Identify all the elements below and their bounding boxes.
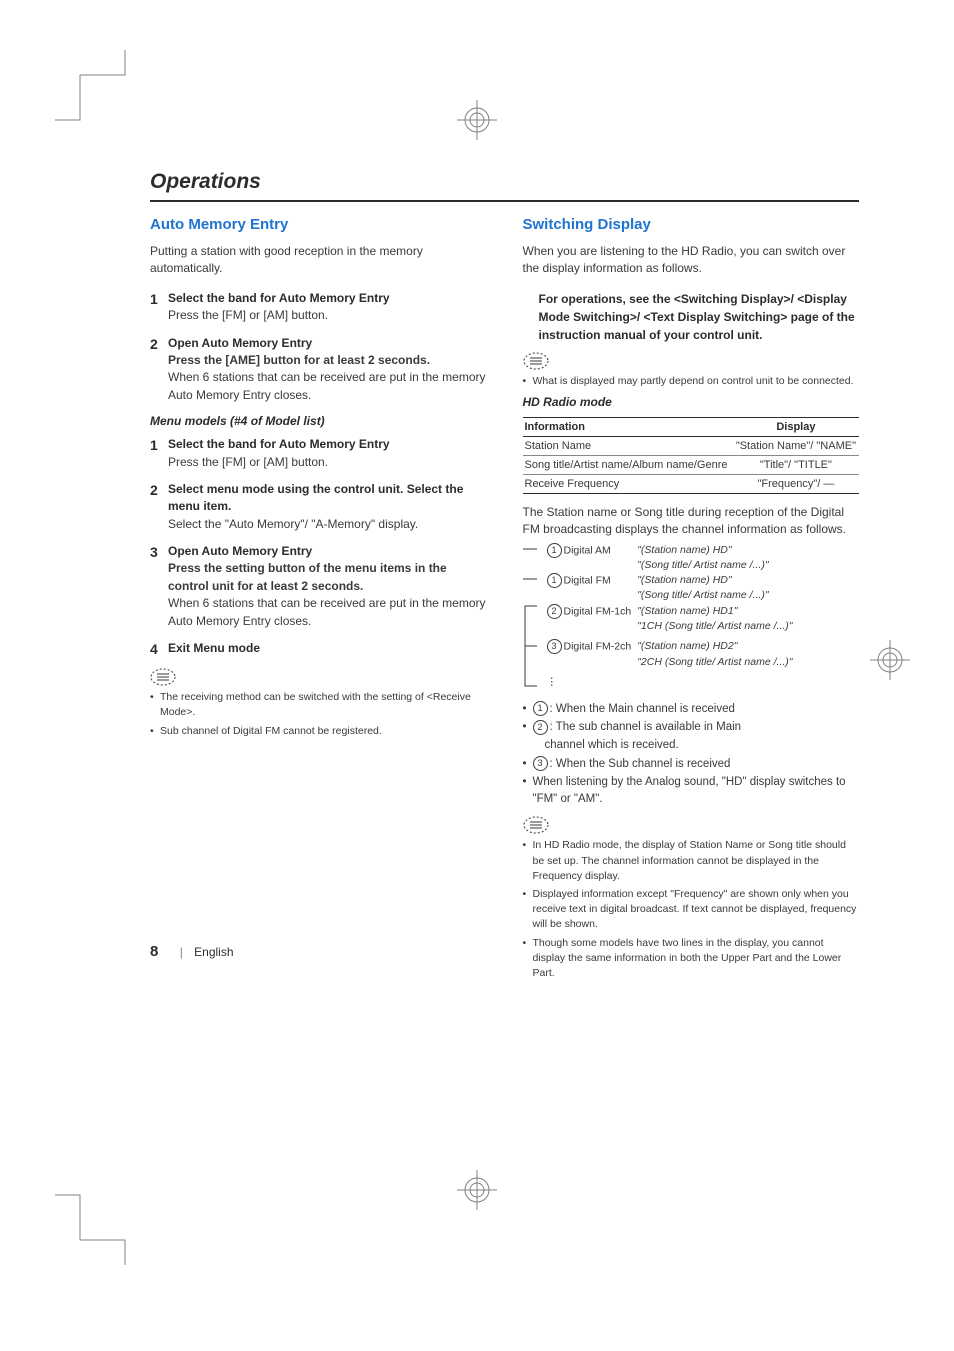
auto-memory-steps-a: 1Select the band for Auto Memory EntryPr… (150, 290, 487, 404)
section-rule (150, 200, 859, 202)
step-body: Select menu mode using the control unit.… (168, 481, 487, 533)
channel-row: 1Digital FM"(Station name) HD""(Song tit… (523, 573, 799, 603)
step-title: Select menu mode using the control unit.… (168, 481, 487, 516)
channel-list: 1Digital AM"(Station name) HD""(Song tit… (523, 543, 860, 693)
channel-value (637, 675, 798, 693)
step: 2Open Auto Memory EntryPress the [AME] b… (150, 335, 487, 405)
table-cell: Song title/Artist name/Album name/Genre (523, 456, 733, 475)
step-line: Press the [FM] or [AM] button. (168, 308, 328, 322)
right-bottom-notes: In HD Radio mode, the display of Station… (523, 838, 860, 981)
table-row: Receive Frequency"Frequency"/ — (523, 475, 860, 494)
channel-label: 3Digital FM-2ch (547, 639, 638, 675)
auto-memory-intro: Putting a station with good reception in… (150, 243, 487, 278)
step: 2Select menu mode using the control unit… (150, 481, 487, 533)
table-cell: Station Name (523, 437, 733, 456)
operations-ref-text: For operations, see the <Switching Displ… (539, 290, 860, 344)
auto-memory-heading: Auto Memory Entry (150, 216, 487, 233)
step-body: Exit Menu mode (168, 640, 260, 658)
channel-value: "(Station name) HD""(Song title/ Artist … (637, 543, 798, 573)
step-body: Select the band for Auto Memory Entry Pre… (168, 436, 390, 471)
channel-value: "(Station name) HD2""2CH (Song title/ Ar… (637, 639, 798, 675)
step-line: Select the "Auto Memory"/ "A-Memory" dis… (168, 517, 418, 531)
left-notes: The receiving method can be switched wit… (150, 690, 487, 739)
table-cell: "Frequency"/ — (733, 475, 859, 494)
note-item: Sub channel of Digital FM cannot be regi… (150, 724, 487, 739)
legend-item: When listening by the Analog sound, "HD"… (523, 774, 860, 809)
channel-value: "(Station name) HD1""1CH (Song title/ Ar… (637, 604, 798, 640)
channel-row: 1Digital AM"(Station name) HD""(Song tit… (523, 543, 799, 573)
channel-label: 1Digital FM (547, 573, 638, 603)
note-item: In HD Radio mode, the display of Station… (523, 838, 860, 884)
step-number: 1 (150, 290, 168, 325)
info-display-table: Information Display Station Name"Station… (523, 417, 860, 494)
page-footer: 8 | English (150, 943, 234, 960)
table-header-info: Information (523, 418, 733, 437)
step-number: 3 (150, 543, 168, 630)
page-number: 8 (150, 943, 158, 960)
step-number: 4 (150, 640, 168, 658)
menu-models-subhead: Menu models (#4 of Model list) (150, 414, 487, 428)
step-line: When 6 stations that can be received are… (168, 370, 486, 401)
switching-intro: When you are listening to the HD Radio, … (523, 243, 860, 278)
note-icon (523, 352, 860, 370)
table-cell: Receive Frequency (523, 475, 733, 494)
step-title: Select the band for Auto Memory Entry (168, 436, 390, 453)
step-body: Open Auto Memory EntryPress the setting … (168, 543, 487, 630)
legend-list: 1: When the Main channel is received2: T… (523, 701, 860, 809)
note-item: What is displayed may partly depend on c… (523, 374, 860, 389)
channel-row: 2Digital FM-1ch"(Station name) HD1""1CH … (523, 604, 799, 640)
step-line: Press the setting button of the menu ite… (168, 561, 447, 592)
legend-item: 1: When the Main channel is received (523, 701, 860, 718)
step-line: When 6 stations that can be received are… (168, 596, 486, 627)
footer-separator: | (180, 945, 183, 959)
step-body: Open Auto Memory EntryPress the [AME] bu… (168, 335, 487, 405)
channel-label: 2Digital FM-1ch (547, 604, 638, 640)
right-top-notes: What is displayed may partly depend on c… (523, 374, 860, 389)
step: 3Open Auto Memory EntryPress the setting… (150, 543, 487, 630)
table-header-display: Display (733, 418, 859, 437)
hd-radio-mode-subhead: HD Radio mode (523, 395, 860, 409)
table-cell: "Station Name"/ "NAME" (733, 437, 859, 456)
channel-value: "(Station name) HD""(Song title/ Artist … (637, 573, 798, 603)
footer-language: English (194, 945, 233, 959)
step-number: 1 (150, 436, 168, 471)
step-line: Press the [FM] or [AM] button. (168, 455, 328, 469)
step-title: Exit Menu mode (168, 640, 260, 657)
note-item: The receiving method can be switched wit… (150, 690, 487, 720)
right-column: Switching Display When you are listening… (523, 216, 860, 984)
connector-icon (523, 543, 547, 573)
channel-label: 1Digital AM (547, 543, 638, 573)
channel-label: ⋮ (547, 675, 638, 693)
legend-item: 2: The sub channel is available in Main (523, 719, 860, 736)
channel-intro: The Station name or Song title during re… (523, 504, 860, 539)
legend-item: channel which is received. (523, 737, 860, 754)
note-icon (523, 816, 860, 834)
left-column: Auto Memory Entry Putting a station with… (150, 216, 487, 984)
step: 4Exit Menu mode (150, 640, 487, 658)
channel-row: ⋮ (523, 675, 799, 693)
connector-icon (523, 573, 547, 603)
note-item: Though some models have two lines in the… (523, 936, 860, 982)
table-cell: "Title"/ "TITLE" (733, 456, 859, 475)
auto-memory-steps-b: 1Select the band for Auto Memory Entry Pr… (150, 436, 487, 658)
bracket-icon (523, 604, 547, 693)
step-body: Select the band for Auto Memory EntryPre… (168, 290, 390, 325)
step-number: 2 (150, 335, 168, 405)
table-row: Station Name"Station Name"/ "NAME" (523, 437, 860, 456)
note-item: Displayed information except "Frequency"… (523, 887, 860, 933)
note-icon (150, 668, 487, 686)
step: 1Select the band for Auto Memory EntryPr… (150, 290, 487, 325)
section-title: Operations (150, 170, 859, 194)
step-title: Open Auto Memory Entry (168, 543, 487, 560)
step: 1Select the band for Auto Memory Entry Pr… (150, 436, 487, 471)
legend-item: 3: When the Sub channel is received (523, 756, 860, 773)
table-row: Song title/Artist name/Album name/Genre"… (523, 456, 860, 475)
page-content: Operations Auto Memory Entry Putting a s… (0, 0, 954, 1044)
step-number: 2 (150, 481, 168, 533)
step-title: Select the band for Auto Memory Entry (168, 290, 390, 307)
switching-heading: Switching Display (523, 216, 860, 233)
channel-row: 3Digital FM-2ch"(Station name) HD2""2CH … (523, 639, 799, 675)
step-title: Open Auto Memory Entry (168, 335, 487, 352)
step-line: Press the [AME] button for at least 2 se… (168, 353, 430, 367)
